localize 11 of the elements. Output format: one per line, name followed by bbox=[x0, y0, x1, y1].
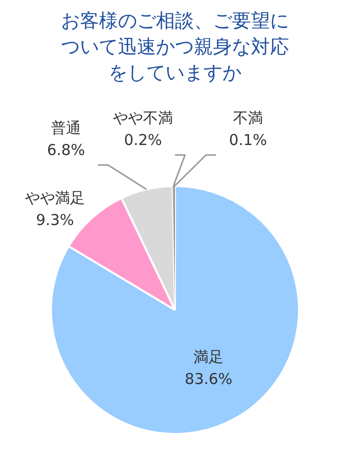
chart-title: お客様のご相談、ご要望について迅速かつ親身な対応をしていますか bbox=[60, 9, 290, 86]
data-label: 83.6% bbox=[184, 370, 232, 388]
data-label: 0.1% bbox=[228, 130, 268, 149]
slice-label: 満足 bbox=[194, 348, 224, 366]
slice-label: やや満足 bbox=[25, 188, 85, 207]
slice-label: 不満 bbox=[233, 108, 263, 127]
data-label: 0.2% bbox=[124, 130, 162, 149]
slice-label: やや不満 bbox=[113, 108, 173, 127]
data-label: 9.3% bbox=[36, 210, 74, 229]
slice-label: 普通 bbox=[51, 118, 81, 137]
data-label: 6.8% bbox=[46, 140, 86, 159]
